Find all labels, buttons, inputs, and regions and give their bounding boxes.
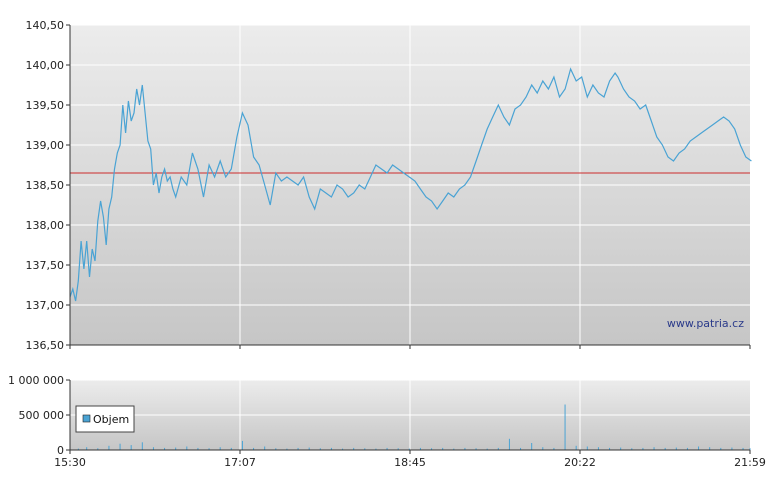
volume-y-tick-label: 500 000 (19, 409, 65, 422)
price-y-axis: 136,50 137,00 137,50 138,00 138,50 139,00 139,… (26, 19, 70, 352)
legend-swatch (82, 414, 91, 423)
volume-y-tick-label: 0 (57, 444, 64, 457)
price-y-tick-label: 139,50 (26, 99, 65, 112)
time-tick-label: 18:45 (394, 456, 426, 469)
price-y-tick-label: 136,50 (26, 339, 65, 352)
price-line (69, 67, 752, 302)
time-tick-label: 17:07 (224, 456, 256, 469)
price-grid (70, 24, 750, 345)
time-tick-label: 20:22 (564, 456, 596, 469)
watermark: www.patria.cz (667, 317, 744, 330)
volume-y-axis: 0 500 000 1 000 000 (8, 374, 70, 457)
volume-grid (70, 379, 750, 450)
price-y-tick-label: 137,00 (26, 299, 65, 312)
price-y-tick-label: 139,00 (26, 139, 65, 152)
time-axis: 15:30 17:07 18:45 20:22 21:59 (54, 345, 766, 469)
volume-y-tick-label: 1 000 000 (8, 374, 64, 387)
volume-panel: 0 500 000 1 000 000 Objem (8, 374, 751, 457)
price-y-tick-label: 138,00 (26, 219, 65, 232)
legend: Objem (75, 405, 135, 433)
price-y-tick-label: 138,50 (26, 179, 65, 192)
price-y-tick-label: 137,50 (26, 259, 65, 272)
time-tick-label: 15:30 (54, 456, 86, 469)
time-tick-label: 21:59 (734, 456, 766, 469)
price-panel: 136,50 137,00 137,50 138,00 138,50 139,00 139,… (26, 19, 752, 352)
price-y-tick-label: 140,00 (26, 59, 65, 72)
price-y-tick-label: 140,50 (26, 19, 65, 32)
legend-label: Objem (93, 413, 129, 426)
